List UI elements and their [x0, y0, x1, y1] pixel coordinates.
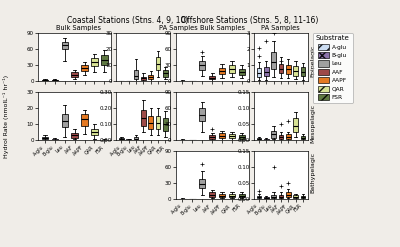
- PathPatch shape: [199, 108, 206, 121]
- PathPatch shape: [52, 139, 58, 140]
- PathPatch shape: [119, 138, 124, 140]
- PathPatch shape: [209, 192, 215, 197]
- PathPatch shape: [126, 139, 131, 140]
- PathPatch shape: [91, 129, 98, 135]
- Text: PA Samples: PA Samples: [261, 25, 299, 31]
- Text: Epipelagic: Epipelagic: [310, 44, 315, 77]
- PathPatch shape: [62, 115, 68, 127]
- Text: Bulk Samples: Bulk Samples: [56, 25, 100, 31]
- PathPatch shape: [148, 75, 153, 79]
- Text: Mesopelagic: Mesopelagic: [310, 104, 315, 143]
- PathPatch shape: [264, 67, 269, 76]
- PathPatch shape: [239, 135, 245, 139]
- PathPatch shape: [264, 139, 269, 140]
- PathPatch shape: [209, 135, 215, 139]
- PathPatch shape: [271, 130, 276, 138]
- PathPatch shape: [229, 194, 235, 197]
- PathPatch shape: [62, 42, 68, 49]
- PathPatch shape: [141, 110, 146, 126]
- PathPatch shape: [239, 69, 245, 75]
- Text: Offshore Stations (Stns. 5, 8, 11-16): Offshore Stations (Stns. 5, 8, 11-16): [181, 16, 319, 25]
- Legend: A-glu, B-glu, Leu, AAF, AAPF, QAR, FSR: A-glu, B-glu, Leu, AAF, AAPF, QAR, FSR: [313, 33, 352, 103]
- PathPatch shape: [264, 197, 269, 199]
- PathPatch shape: [229, 134, 235, 138]
- PathPatch shape: [239, 194, 245, 197]
- PathPatch shape: [257, 138, 261, 140]
- PathPatch shape: [286, 134, 291, 139]
- PathPatch shape: [257, 68, 261, 77]
- PathPatch shape: [148, 116, 153, 129]
- PathPatch shape: [163, 70, 168, 77]
- PathPatch shape: [134, 70, 138, 79]
- PathPatch shape: [71, 72, 78, 77]
- Text: Bulk Samples: Bulk Samples: [200, 25, 244, 31]
- PathPatch shape: [71, 133, 78, 138]
- PathPatch shape: [293, 118, 298, 132]
- PathPatch shape: [286, 65, 291, 74]
- PathPatch shape: [278, 135, 283, 139]
- PathPatch shape: [101, 55, 108, 65]
- PathPatch shape: [229, 65, 235, 73]
- PathPatch shape: [219, 194, 225, 197]
- PathPatch shape: [300, 67, 305, 76]
- PathPatch shape: [219, 133, 225, 138]
- PathPatch shape: [271, 52, 276, 69]
- PathPatch shape: [156, 57, 160, 70]
- PathPatch shape: [81, 65, 88, 71]
- Text: Coastal Stations (Stns. 4, 9, 10): Coastal Stations (Stns. 4, 9, 10): [67, 16, 189, 25]
- PathPatch shape: [209, 76, 215, 79]
- PathPatch shape: [300, 136, 305, 139]
- PathPatch shape: [300, 196, 305, 198]
- PathPatch shape: [293, 66, 298, 76]
- PathPatch shape: [52, 80, 58, 81]
- PathPatch shape: [42, 137, 48, 139]
- PathPatch shape: [219, 68, 225, 74]
- Text: Hydrol Rate (nmolL⁻¹ hr⁻¹): Hydrol Rate (nmolL⁻¹ hr⁻¹): [3, 75, 9, 158]
- Text: PA Samples: PA Samples: [159, 25, 197, 31]
- PathPatch shape: [286, 192, 291, 197]
- PathPatch shape: [81, 115, 88, 126]
- PathPatch shape: [91, 58, 98, 66]
- PathPatch shape: [257, 196, 261, 198]
- PathPatch shape: [199, 61, 206, 70]
- PathPatch shape: [156, 116, 160, 129]
- PathPatch shape: [293, 195, 298, 198]
- PathPatch shape: [42, 80, 48, 81]
- PathPatch shape: [278, 195, 283, 198]
- PathPatch shape: [271, 195, 276, 198]
- PathPatch shape: [141, 77, 146, 80]
- Text: Bathypelagic: Bathypelagic: [310, 152, 315, 193]
- PathPatch shape: [278, 64, 283, 73]
- PathPatch shape: [163, 118, 168, 130]
- PathPatch shape: [134, 137, 138, 139]
- PathPatch shape: [199, 179, 206, 188]
